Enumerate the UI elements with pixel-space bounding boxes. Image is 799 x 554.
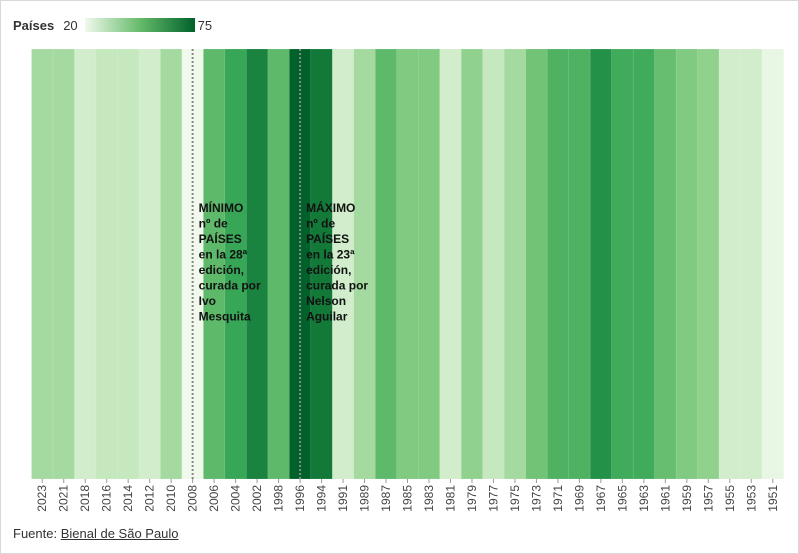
heatmap-cell-1959[interactable] [675, 48, 699, 480]
x-tick-label: 1998 [272, 485, 286, 512]
x-tick-label: 1987 [379, 485, 393, 512]
color-legend: Países 20 75 [13, 16, 212, 34]
annotation-2008: MÍNIMO nº de PAÍSES en la 28ª edición, curada… [199, 200, 261, 324]
heatmap-cell-1977[interactable] [482, 48, 505, 480]
heatmap-cell-2012[interactable] [138, 48, 161, 480]
x-tick-label: 1959 [680, 485, 694, 512]
x-tick-label: 1981 [443, 485, 457, 512]
x-tick-label: 1967 [594, 485, 608, 512]
x-tick-label: 2006 [207, 485, 221, 512]
x-tick-label: 1961 [658, 485, 672, 512]
heatmap-cell-2018[interactable] [74, 48, 97, 480]
heatmap-cell-2021[interactable] [52, 48, 76, 480]
heatmap-cell-1987[interactable] [375, 48, 398, 480]
heatmap-cell-1983[interactable] [417, 48, 441, 480]
heatmap-cell-1961[interactable] [654, 48, 677, 480]
source-link[interactable]: Bienal de São Paulo [60, 526, 179, 541]
heatmap-cell-1971[interactable] [546, 48, 570, 480]
x-tick-label: 1983 [422, 485, 436, 512]
heatmap-cell-1955[interactable] [718, 48, 742, 480]
heatmap-cell-1973[interactable] [525, 48, 548, 480]
x-tick-label: 1977 [486, 485, 500, 512]
annotation-1996: MÁXIMO nº de PAÍSES en la 23ª edición, curada… [306, 200, 368, 324]
heatmap-cell-1951[interactable] [761, 48, 785, 480]
source-note: Fuente: Bienal de São Paulo [13, 526, 179, 541]
x-tick-label: 2023 [35, 485, 49, 512]
x-tick-label: 2010 [164, 485, 178, 512]
heatmap-cell-1998[interactable] [267, 48, 290, 480]
x-tick-label: 1989 [358, 485, 372, 512]
heatmap-cell-2002[interactable] [246, 48, 269, 480]
x-tick-label: 1973 [529, 485, 543, 512]
x-tick-label: 1971 [551, 485, 565, 512]
source-label: Fuente: [13, 526, 58, 541]
legend-gradient-bar [84, 18, 195, 32]
heatmap-cell-1989[interactable] [353, 48, 376, 480]
heatmap-cell-1963[interactable] [632, 48, 656, 480]
x-tick-label: 1975 [508, 485, 522, 512]
heatmap-cell-2023[interactable] [31, 48, 54, 480]
x-tick-label: 1991 [336, 485, 350, 512]
heatmap-cell-1981[interactable] [439, 48, 462, 480]
heatmap-cell-1979[interactable] [460, 48, 484, 480]
x-tick-label: 1996 [293, 485, 307, 512]
x-tick-label: 1955 [723, 485, 737, 512]
x-tick-label: 1985 [401, 485, 415, 512]
x-tick-label: 2018 [78, 485, 92, 512]
heatmap-cell-1965[interactable] [611, 48, 634, 480]
x-tick-label: 2004 [229, 485, 243, 512]
heatmap-cell-1975[interactable] [503, 48, 527, 480]
x-tick-label: 1951 [766, 485, 780, 512]
x-tick-label: 2016 [100, 485, 114, 512]
x-tick-label: 1979 [465, 485, 479, 512]
heatmap-cell-1985[interactable] [396, 48, 419, 480]
heatmap-cell-2016[interactable] [95, 48, 118, 480]
heatmap-cell-1957[interactable] [697, 48, 720, 480]
heatmap-cell-2010[interactable] [160, 48, 183, 480]
x-tick-label: 2012 [143, 485, 157, 512]
x-tick-label: 2002 [250, 485, 264, 512]
x-tick-label: 1965 [615, 485, 629, 512]
x-tick-label: 1963 [637, 485, 651, 512]
legend-max: 75 [197, 17, 213, 33]
legend-title: Países [13, 17, 55, 33]
x-tick-label: 1953 [744, 485, 758, 512]
x-tick-label: 2008 [186, 485, 200, 512]
x-tick-label: 1994 [315, 485, 329, 512]
x-tick-label: 1957 [701, 485, 715, 512]
heatmap-cell-1967[interactable] [589, 48, 613, 480]
x-tick-label: 1969 [572, 485, 586, 512]
heatmap-cell-2014[interactable] [117, 48, 140, 480]
heatmap-cell-1953[interactable] [740, 48, 763, 480]
x-tick-label: 2021 [57, 485, 71, 512]
x-tick-label: 2014 [121, 485, 135, 512]
heatmap-cell-1969[interactable] [568, 48, 591, 480]
legend-min: 20 [63, 17, 78, 33]
